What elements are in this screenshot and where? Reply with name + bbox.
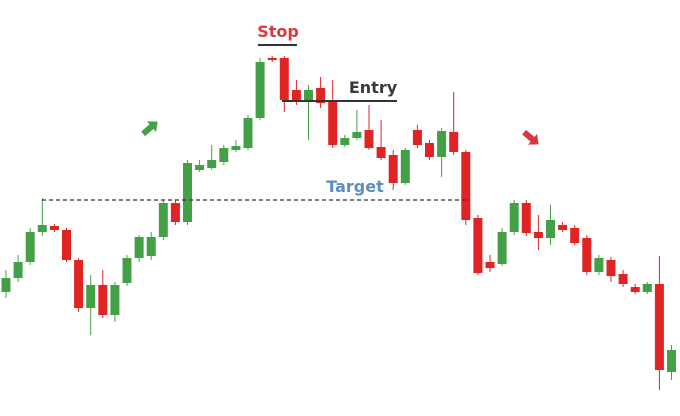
candle-body	[170, 203, 180, 222]
candle-body	[400, 150, 410, 183]
candle-body	[521, 203, 531, 233]
candle-body	[195, 165, 205, 170]
annotation-label: Stop	[257, 22, 299, 41]
annotation-label: Target	[326, 177, 384, 196]
candle-body	[279, 58, 289, 100]
candle-body	[231, 146, 241, 150]
candle-body	[267, 58, 277, 60]
candle-body	[86, 285, 96, 308]
candle-body	[25, 232, 35, 262]
candle-body	[219, 148, 229, 162]
candle-body	[110, 285, 120, 315]
candle-body	[134, 237, 144, 258]
candle-body	[533, 232, 543, 238]
up-arrow	[141, 121, 158, 137]
candle-body	[654, 284, 664, 370]
candle-body	[352, 132, 362, 138]
candle-body	[485, 262, 495, 268]
candle-body	[425, 143, 434, 157]
candle-body	[412, 130, 422, 145]
candle-body	[13, 262, 23, 278]
candle-body	[497, 232, 507, 264]
candle-body	[122, 258, 132, 283]
candle-body	[207, 160, 217, 168]
candle-body	[606, 260, 616, 276]
candle-body	[473, 218, 483, 273]
candle-body	[243, 118, 253, 148]
candle-body	[316, 88, 326, 103]
arrow-shape	[522, 129, 539, 145]
candle-body	[98, 285, 108, 315]
candle-body	[509, 203, 519, 232]
candle-body	[546, 220, 555, 238]
candle-body	[667, 350, 676, 372]
candle-body	[328, 100, 338, 145]
candle-body	[388, 155, 398, 183]
candle-body	[291, 90, 301, 100]
candle-body	[642, 284, 652, 292]
down-arrow	[522, 129, 539, 145]
candle-body	[37, 225, 47, 232]
candle-body	[49, 226, 59, 230]
candle-body	[630, 287, 640, 292]
candle-body	[340, 138, 350, 145]
candle-body	[304, 90, 313, 100]
candle-body	[570, 228, 580, 243]
candle-body	[364, 130, 374, 148]
candle-body	[62, 230, 71, 260]
annotation-label: Entry	[349, 78, 398, 97]
candle-body	[158, 203, 168, 237]
candle-body	[437, 131, 447, 157]
candle-body	[558, 225, 568, 230]
arrow-shape	[141, 121, 158, 137]
candle-body	[449, 132, 459, 152]
candle-body	[183, 163, 192, 222]
candle-body	[146, 237, 156, 256]
candle-body	[255, 62, 265, 118]
candle-body	[461, 152, 471, 220]
candle-body	[618, 274, 628, 284]
candle-body	[582, 238, 592, 272]
candle-body	[1, 278, 11, 292]
candle-body	[74, 260, 84, 308]
candle-body	[594, 258, 604, 272]
candle-body	[376, 147, 386, 158]
